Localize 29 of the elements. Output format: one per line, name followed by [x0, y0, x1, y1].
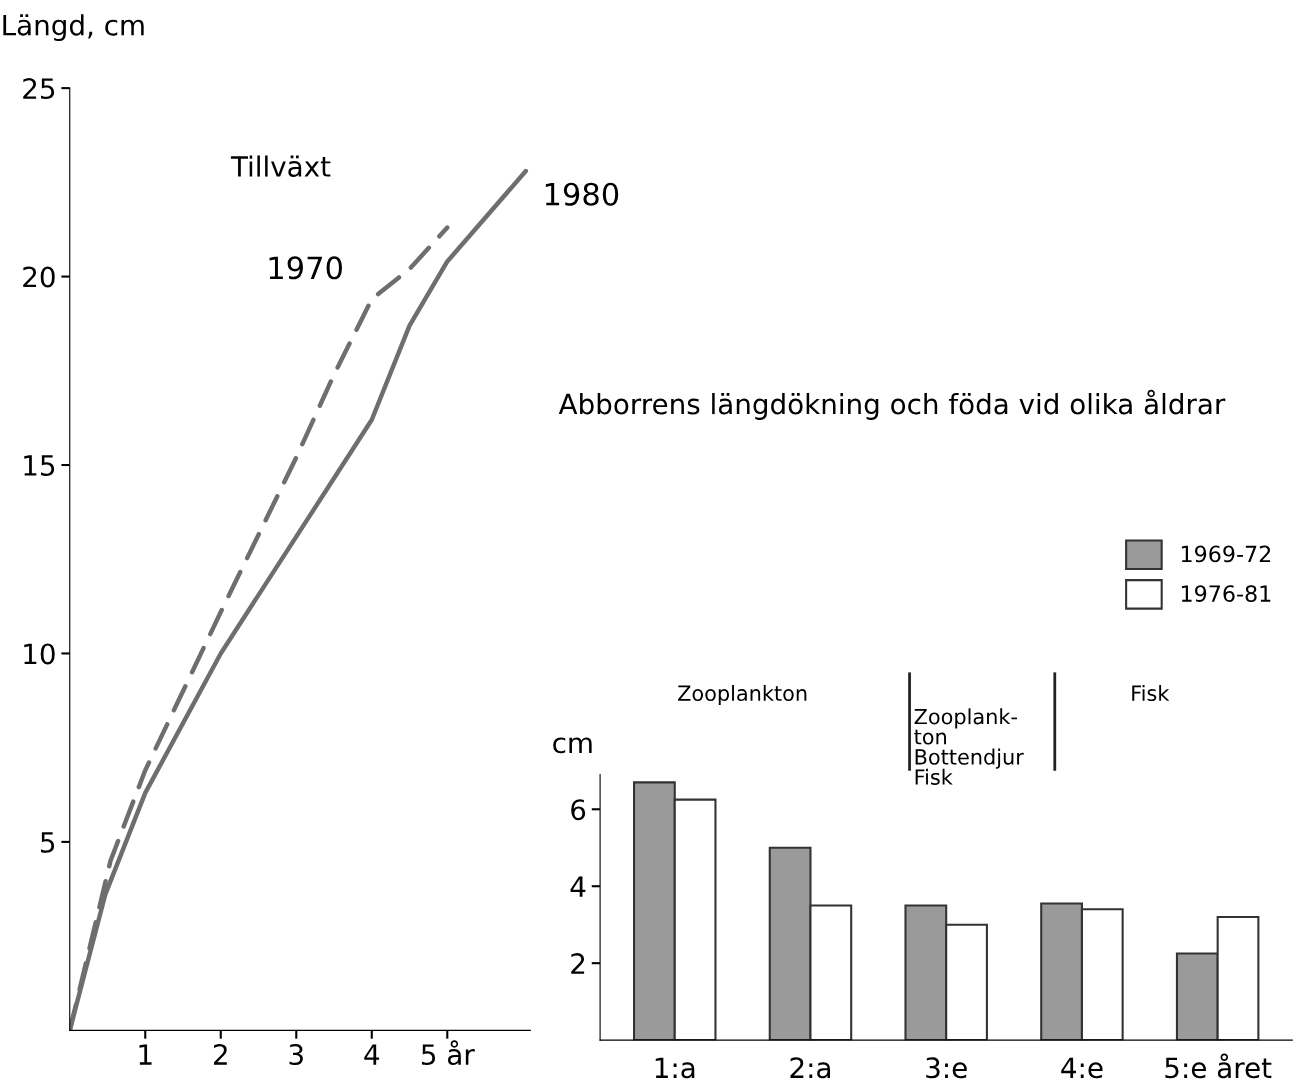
series-label: 1970: [269, 256, 342, 280]
x-tick-label: 5:e året: [1165, 1053, 1272, 1079]
y-axis-title: cm: [553, 737, 592, 754]
text: Zooplankton: [678, 684, 807, 706]
x-tick-label: 3: [289, 1044, 303, 1066]
y-tick-label: 5: [41, 832, 55, 853]
y-tick-label: 2: [571, 953, 585, 974]
chart-title: Abborrens längdökning och föda vid olika åldrar: [558, 389, 1226, 420]
x-tick-label: 2:a: [790, 1057, 830, 1079]
x-tick-label: 5 år: [421, 1040, 475, 1066]
x-tick-label: 2: [213, 1044, 227, 1065]
y-tick-label: 20: [23, 266, 55, 288]
legend-label: 1976-81: [1181, 585, 1271, 602]
y-axis-title: Längd, cm: [3, 14, 144, 42]
y-tick-label: 4: [570, 876, 586, 897]
text: Tillväxt: [230, 155, 331, 177]
text: Fisk: [1132, 684, 1170, 702]
x-tick-label: 1: [139, 1044, 152, 1065]
legend-label: 1969-72: [1181, 545, 1271, 563]
x-tick-label: 4: [364, 1044, 380, 1065]
x-tick-label: 4:e: [1061, 1057, 1103, 1079]
x-tick-label: 3:e: [926, 1057, 967, 1079]
x-tick-label: 1:a: [655, 1057, 695, 1079]
y-tick-label: 25: [23, 78, 55, 100]
series-label: 1980: [545, 182, 619, 206]
y-tick-label: 10: [24, 643, 55, 665]
y-tick-label: 15: [24, 455, 55, 476]
y-tick-label: 6: [571, 799, 586, 821]
annotation: Zooplank- ton Bottendjur Fisk: [914, 708, 1024, 785]
